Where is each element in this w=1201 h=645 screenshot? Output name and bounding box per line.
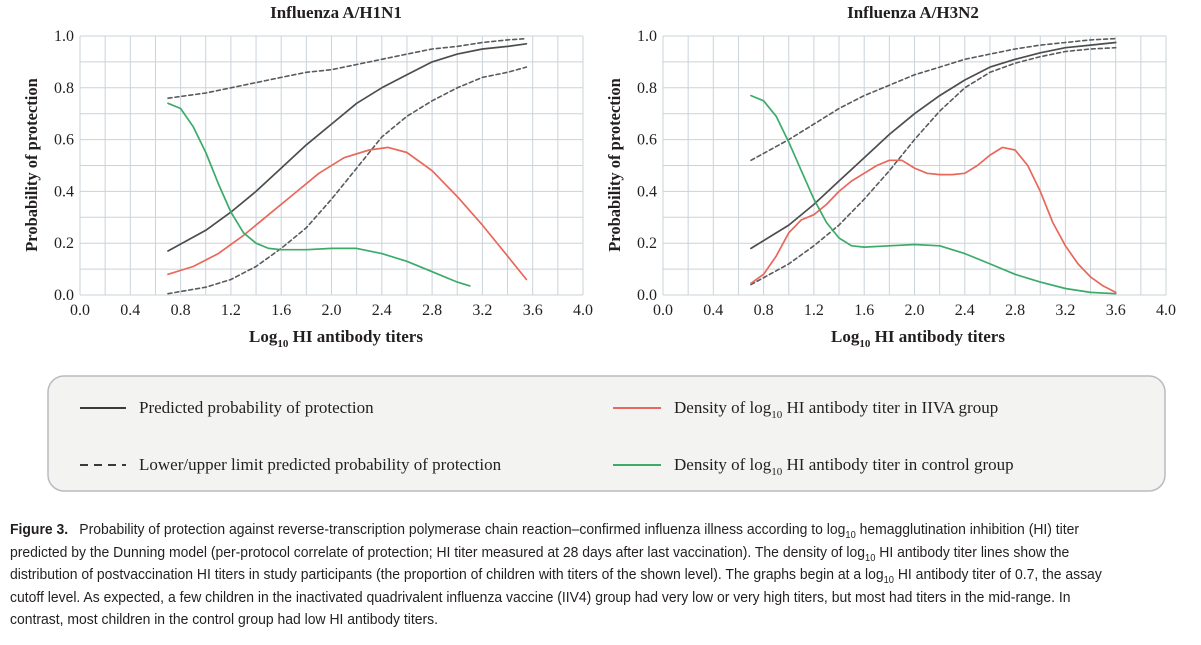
x-tick-label: 3.2 xyxy=(472,302,492,319)
legend-item-control: Density of log10 HI antibody titer in co… xyxy=(613,455,1014,478)
limit-line xyxy=(167,66,528,295)
y-tick-label: 1.0 xyxy=(637,28,657,45)
x-tick-label: 0.0 xyxy=(653,302,673,319)
chart-panel-h1n1: Influenza A/H1N1 0.0 0.2 0.4 0.6 0.8 1.0 0.0 0… xyxy=(22,3,593,350)
x-tick-label: 4.0 xyxy=(573,302,593,319)
x-tick-label: 0.8 xyxy=(754,302,774,319)
y-tick-label: 0.8 xyxy=(54,80,74,97)
legend-label: Lower/upper limit predicted probability … xyxy=(139,455,502,474)
predicted-line xyxy=(750,41,1117,250)
y-tick-label: 0.6 xyxy=(54,132,74,149)
chart-title: Influenza A/H3N2 xyxy=(847,3,979,22)
x-tick-label: 2.0 xyxy=(322,302,342,319)
y-tick-label: 0.0 xyxy=(637,287,657,304)
y-tick-label: 0.6 xyxy=(637,132,657,149)
x-tick-label: 1.2 xyxy=(221,302,241,319)
x-tick-label: 1.6 xyxy=(854,302,874,319)
caption-subscript: 10 xyxy=(845,530,856,541)
x-tick-label: 0.4 xyxy=(703,302,723,319)
chart-panel-h3n2: Influenza A/H3N2 0.0 0.2 0.4 0.6 0.8 1.0 0.0 0… xyxy=(605,3,1176,350)
caption-text: hemagglutination inhibition (HI) titer p… xyxy=(10,521,1080,561)
figure-canvas: Influenza A/H1N1 0.00.20.40.60.81.0 0.0 0… xyxy=(22,3,1176,492)
legend-label: Density of log10 HI antibody titer in II… xyxy=(674,398,998,421)
x-tick-label: 0.0 xyxy=(70,302,90,319)
caption-label: Figure 3. xyxy=(10,521,69,538)
legend-label: Density of log10 HI antibody titer in co… xyxy=(674,455,1014,478)
x-tick-label: 3.6 xyxy=(523,302,543,319)
limit-line xyxy=(750,46,1117,286)
x-tick-label: 2.4 xyxy=(955,302,975,319)
x-tick-label: 1.2 xyxy=(804,302,824,319)
caption-text: HI antibody titer lines show the distrib… xyxy=(10,543,1070,584)
caption-text: Probability of protection against revers… xyxy=(79,521,846,538)
x-axis-label: Log10 HI antibody titers xyxy=(249,327,423,350)
x-tick-label: 2.0 xyxy=(905,302,925,319)
caption-text: HI antibody titer of 0.7, the assay cuto… xyxy=(10,566,1102,628)
legend-box xyxy=(47,375,1166,492)
predicted-line xyxy=(167,42,528,252)
x-tick-label: 2.4 xyxy=(372,302,392,319)
x-tick-label: 0.8 xyxy=(171,302,191,319)
control-density-line xyxy=(750,94,1117,295)
legend-item-iiva: Density of log10 HI antibody titer in II… xyxy=(613,398,998,421)
x-tick-label: 3.2 xyxy=(1055,302,1075,319)
control-density-line xyxy=(167,102,471,287)
x-tick-label: 1.6 xyxy=(271,302,291,319)
legend-item-predicted: Predicted probability of protection xyxy=(80,398,374,417)
y-tick-label: 0.4 xyxy=(637,183,657,200)
x-tick-label: 4.0 xyxy=(1156,302,1176,319)
y-tick-label: 1.0 xyxy=(54,28,74,45)
legend: Predicted probability of protection Lowe… xyxy=(47,375,1166,492)
y-tick-label: 0.2 xyxy=(54,235,74,252)
x-axis-label: Log10 HI antibody titers xyxy=(831,327,1005,350)
legend-label: Predicted probability of protection xyxy=(139,398,374,417)
x-tick-label: 0.4 xyxy=(120,302,140,319)
limit-line xyxy=(167,37,528,99)
iiva-density-line xyxy=(750,146,1117,294)
y-tick-label: 0.4 xyxy=(54,183,74,200)
y-axis-label: Probability of protection xyxy=(605,78,624,252)
legend-item-limits: Lower/upper limit predicted probability … xyxy=(80,455,502,474)
x-tick-label: 2.8 xyxy=(1005,302,1025,319)
iiva-density-line xyxy=(167,146,528,281)
caption-subscript: 10 xyxy=(865,552,876,564)
limit-line xyxy=(750,37,1117,162)
y-tick-label: 0.2 xyxy=(637,235,657,252)
figure-caption: Figure 3. Probability of protection again… xyxy=(10,519,1112,632)
x-tick-label: 2.8 xyxy=(422,302,442,319)
y-tick-label: 0.8 xyxy=(637,80,657,97)
caption-subscript: 10 xyxy=(883,575,894,586)
y-tick-label: 0.0 xyxy=(54,287,74,304)
x-tick-label: 3.6 xyxy=(1106,302,1126,319)
y-axis-label: Probability of protection xyxy=(22,78,41,252)
chart-title: Influenza A/H1N1 xyxy=(270,3,402,22)
